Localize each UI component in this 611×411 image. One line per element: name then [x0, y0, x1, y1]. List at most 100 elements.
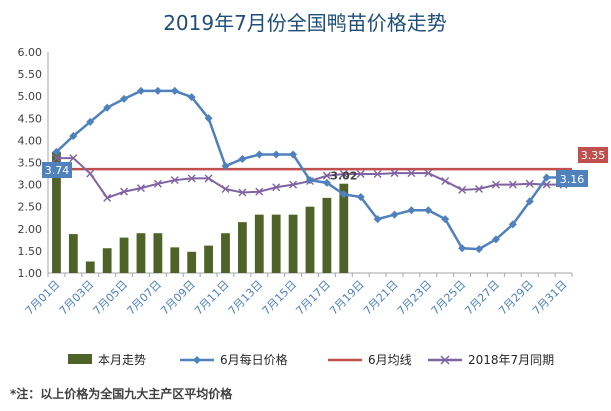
x-tick-label: 7月17日 — [293, 278, 333, 318]
daily-price-point — [103, 103, 112, 112]
daily-price-point — [407, 206, 416, 215]
x-tick-label: 7月05日 — [91, 278, 131, 318]
legend-item: 2018年7月同期 — [428, 353, 554, 367]
x-tick-label: 7月19日 — [327, 278, 367, 318]
x-tick-label: 7月11日 — [192, 278, 232, 318]
footnote: *注：以上价格为全国九大主产区平均价格 — [10, 386, 233, 401]
bar — [254, 214, 264, 273]
bar — [305, 206, 315, 273]
series-2018-point — [475, 185, 484, 194]
lines-layer — [48, 86, 572, 254]
daily-price-point — [187, 93, 196, 102]
bar — [170, 247, 180, 273]
legend: 本月走势 6月每日价格 6月均线 2018年7月同期 — [68, 352, 554, 367]
daily-price-point — [52, 147, 61, 156]
series-2018-point — [407, 169, 416, 178]
bar — [136, 233, 146, 273]
axes-layer: 1.00 1.50 2.00 2.50 3.00 3.50 4.00 4.50 5.00 5.50… — [18, 46, 573, 318]
daily-price-point — [475, 245, 484, 254]
bar — [102, 248, 112, 273]
legend-marker — [193, 356, 201, 364]
daily-price-point — [458, 244, 467, 253]
daily-price-point — [306, 176, 314, 185]
daily-price-point — [390, 210, 399, 219]
legend-label: 6月均线 — [368, 353, 412, 367]
daily-price-point — [424, 206, 433, 215]
daily-price-point — [120, 94, 129, 103]
bars-layer — [52, 151, 349, 273]
series-2018-point — [170, 176, 179, 185]
daily-price-point — [322, 178, 331, 187]
series-2018-point — [204, 174, 213, 183]
x-tick-label: 7月07日 — [124, 278, 164, 318]
series-2018-point — [120, 187, 129, 196]
legend-label: 本月走势 — [98, 353, 146, 367]
y-tick-label: 4.00 — [18, 134, 43, 147]
legend-label: 6月每日价格 — [220, 352, 288, 367]
y-tick-label: 3.50 — [18, 157, 43, 170]
bar — [85, 261, 95, 273]
bar — [68, 234, 78, 273]
y-tick-label: 2.00 — [18, 223, 43, 236]
average-value-label: 3.35 — [581, 149, 606, 162]
daily-price-point — [441, 215, 450, 224]
y-tick-label: 3.00 — [18, 179, 43, 192]
daily-price-point — [204, 114, 213, 123]
series-2018-point — [373, 169, 382, 178]
series-2018-point — [424, 169, 433, 178]
series-2018-point — [255, 187, 264, 196]
chart-title: 2019年7月份全国鸭苗价格走势 — [163, 11, 447, 35]
daily-price-point — [238, 154, 247, 163]
bar — [221, 233, 230, 273]
legend-swatch-bar — [68, 354, 92, 364]
x-tick-label: 7月29日 — [496, 278, 536, 318]
x-tick-label: 7月01日 — [23, 278, 63, 318]
y-tick-label: 4.50 — [18, 112, 43, 125]
x-tick-label: 7月13日 — [226, 278, 266, 318]
series-2018-point — [69, 154, 78, 163]
daily-price-point — [86, 117, 95, 126]
y-tick-label: 5.00 — [18, 90, 43, 103]
daily-price-point — [356, 192, 365, 201]
series-2018-point — [322, 171, 331, 180]
legend-label: 2018年7月同期 — [468, 353, 554, 367]
bar — [339, 183, 349, 273]
daily-price-point — [508, 220, 517, 229]
bar — [119, 237, 129, 273]
x-tick-label: 7月15日 — [260, 278, 300, 318]
bar — [52, 151, 61, 273]
bar — [271, 214, 281, 273]
bar — [237, 222, 247, 273]
series-2018-point — [458, 185, 467, 194]
series-2018-point — [221, 185, 230, 194]
x-tick-label: 7月23日 — [395, 278, 435, 318]
start-value-label: 3.74 — [45, 164, 70, 177]
x-tick-label: 7月03日 — [57, 278, 97, 318]
series-2018-point — [289, 180, 298, 189]
callouts-layer: 3.74 3.02 3.35 3.16 — [42, 147, 608, 187]
legend-item: 6月均线 — [328, 353, 412, 367]
legend-marker — [440, 355, 450, 365]
end-value-badge — [556, 170, 588, 187]
series-2018-point — [339, 169, 348, 178]
bar-end-label: 3.02 — [330, 170, 357, 183]
series-2018-point — [272, 183, 281, 192]
daily-price-point — [255, 150, 264, 159]
daily-price-point — [221, 162, 230, 171]
legend-item: 本月走势 — [68, 353, 146, 367]
daily-price-point — [69, 131, 78, 140]
start-value-badge — [42, 162, 72, 178]
series-2018-point — [103, 193, 112, 202]
bar — [187, 251, 197, 273]
y-tick-label: 2.50 — [18, 201, 43, 214]
daily-price-point — [289, 150, 298, 159]
series-2018-point — [187, 174, 196, 183]
x-tick-label: 7月21日 — [361, 278, 401, 318]
series-2018-point — [525, 179, 534, 188]
bar — [153, 233, 163, 273]
daily-price-point — [491, 235, 500, 244]
x-tick-label: 7月09日 — [158, 278, 198, 318]
end-value-label: 3.16 — [560, 173, 585, 186]
series-2018-point — [136, 184, 145, 193]
